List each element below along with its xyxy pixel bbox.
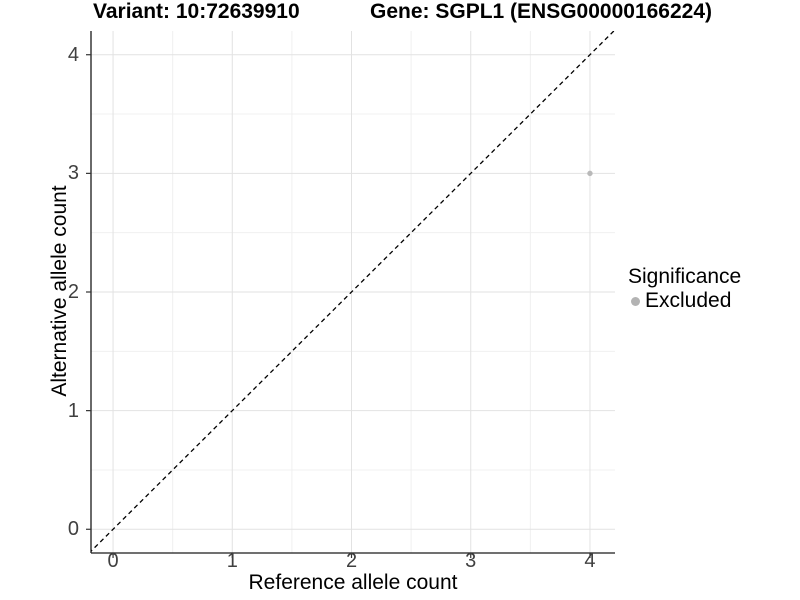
x-tick-label: 4 — [584, 550, 596, 572]
legend-item-excluded: Excluded — [628, 290, 741, 312]
y-tick-label: 0 — [67, 518, 79, 541]
plot-title-gene: Gene: SGPL1 (ENSG00000166224) — [370, 0, 713, 23]
legend-title: Significance — [628, 265, 742, 288]
y-tick-label: 3 — [67, 162, 79, 185]
identity-line — [91, 31, 615, 553]
x-tick-label: 1 — [226, 550, 238, 572]
y-tick-label: 1 — [67, 399, 79, 422]
x-tick-label: 3 — [465, 550, 477, 572]
data-point — [587, 170, 593, 177]
legend: Significance Excluded — [628, 266, 741, 312]
x-tick-label: 0 — [107, 550, 119, 572]
y-tick-label: 4 — [67, 43, 79, 66]
legend-item-label: Excluded — [645, 289, 732, 312]
y-tick-label: 2 — [67, 281, 79, 303]
x-tick-label: 2 — [345, 550, 358, 572]
x-axis-title: Reference allele count — [248, 571, 458, 594]
plot-title-variant: Variant: 10:72639910 — [93, 0, 300, 23]
excluded-dot-icon — [631, 296, 640, 306]
